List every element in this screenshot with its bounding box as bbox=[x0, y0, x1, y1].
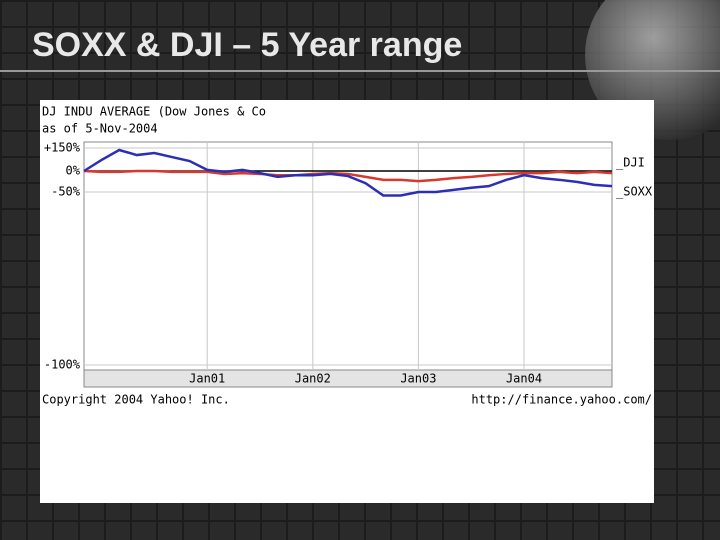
x-tick-label: Jan02 bbox=[295, 372, 331, 386]
x-tick-label: Jan04 bbox=[506, 372, 542, 386]
chart-subtitle: as of 5-Nov-2004 bbox=[42, 122, 158, 136]
y-tick-label: -50% bbox=[51, 185, 81, 199]
copyright: Copyright 2004 Yahoo! Inc. bbox=[42, 393, 230, 407]
legend-entry: _DJI bbox=[616, 156, 645, 170]
legend-entry: _SOXX bbox=[616, 185, 653, 199]
x-axis-band bbox=[83, 369, 613, 388]
series-line bbox=[83, 169, 613, 183]
source: http://finance.yahoo.com/ bbox=[471, 393, 652, 407]
chart-title: DJ INDU AVERAGE (Dow Jones & Co bbox=[42, 105, 266, 119]
x-tick-label: Jan01 bbox=[189, 372, 225, 386]
y-tick-label: -100% bbox=[44, 358, 81, 372]
y-tick-label: 0% bbox=[66, 164, 81, 178]
x-tick-label: Jan03 bbox=[400, 372, 436, 386]
y-tick-label: +150% bbox=[44, 141, 81, 155]
slide-title: SOXX & DJI – 5 Year range bbox=[32, 26, 463, 64]
title-rule bbox=[0, 70, 720, 72]
series-line bbox=[83, 148, 613, 197]
